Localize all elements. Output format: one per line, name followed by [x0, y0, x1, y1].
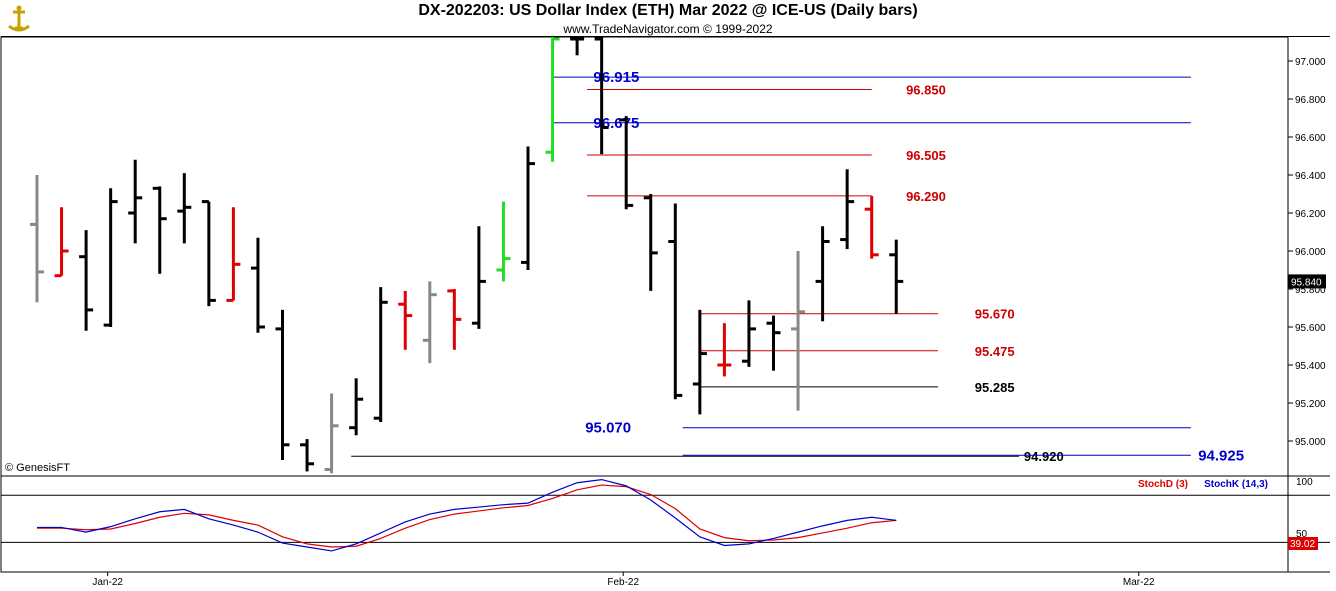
y-tick-label: 96.400 [1295, 171, 1326, 182]
x-tick-label: Feb-22 [607, 577, 639, 588]
ohlc-bar [619, 116, 634, 210]
ohlc-bar [422, 281, 437, 364]
level-label: 94.920 [1024, 449, 1064, 464]
plot-border [0, 36, 1289, 573]
ohlc-bar [864, 195, 879, 259]
ohlc-bar [373, 287, 388, 422]
level-label: 96.915 [593, 69, 639, 86]
ohlc-bar [741, 300, 756, 367]
stoch-legend-item: StochD (3) [1138, 479, 1188, 490]
y-axis: 97.000 96.800 96.600 96.400 96.200 96.000 95.8… [1288, 57, 1326, 448]
stoch-last-box [1288, 537, 1318, 550]
y-tick-label: 96.600 [1295, 133, 1326, 144]
ohlc-bar [30, 175, 44, 303]
ohlc-bar [103, 188, 118, 327]
ohlc-bar [496, 201, 511, 282]
stoch-tick-label: 100 [1296, 477, 1313, 488]
ohlc-bar [201, 200, 216, 307]
chart-frame [0, 36, 1330, 573]
last-price-label: 95.840 [1291, 277, 1322, 288]
level-label: 94.925 [1198, 447, 1244, 464]
y-tick-label: 96.800 [1295, 95, 1326, 106]
level-label: 96.850 [906, 83, 946, 98]
ohlc-bar [570, 37, 585, 56]
ohlc-bar [79, 230, 94, 331]
ohlc-bar [668, 203, 683, 400]
level-label: 96.505 [906, 148, 946, 163]
x-tick-label: Mar-22 [1123, 577, 1155, 588]
ohlc-bar [447, 289, 462, 350]
copyright-notice: www.TradeNavigator.com © 1999-2022 [563, 22, 773, 36]
ohlc-bar [840, 169, 855, 250]
ohlc-bar [398, 290, 413, 350]
y-tick-label: 95.800 [1295, 285, 1326, 296]
ohlc-bar [545, 37, 560, 162]
ohlc-bar [128, 159, 143, 244]
y-tick-label: 95.600 [1295, 323, 1326, 334]
ohlc-bar [766, 315, 781, 371]
x-axis: Jan-22 Feb-22 Mar-22 [92, 572, 1155, 588]
ohlc-bar [177, 173, 192, 244]
stoch-d-line [37, 484, 897, 548]
ohlc-bar [349, 378, 364, 436]
level-label: 95.070 [585, 420, 631, 437]
genesis-watermark: © GenesisFT [5, 462, 70, 474]
level-label: 95.475 [975, 344, 1015, 359]
y-tick-label: 95.200 [1295, 399, 1326, 410]
ohlc-bar [152, 186, 167, 274]
ohlc-bar [250, 237, 265, 333]
stoch-tick-label: 50 [1296, 529, 1308, 540]
ohlc-bar [54, 207, 69, 278]
last-price-box [1288, 274, 1326, 289]
level-label: 96.290 [906, 189, 946, 204]
ohlc-bar [521, 146, 535, 270]
ohlc-bar [643, 194, 658, 291]
y-tick-label: 96.200 [1295, 209, 1326, 220]
ohlc-bar [791, 251, 806, 411]
ohlc-bar [300, 439, 315, 472]
chart-title: DX-202203: US Dollar Index (ETH) Mar 202… [418, 2, 918, 19]
ohlc-bar [226, 207, 241, 302]
level-label: 95.285 [975, 380, 1015, 395]
price-levels: 96.91596.85096.67596.50596.29095.67095.4… [351, 69, 1244, 464]
stoch-legend-item: StochK (14,3) [1204, 479, 1268, 490]
ohlc-bar [324, 393, 339, 474]
ohlc-bar [471, 226, 486, 329]
ohlc-bars [30, 37, 904, 474]
ohlc-bar [717, 323, 732, 377]
stoch-k-line [37, 478, 897, 552]
y-tick-label: 95.000 [1295, 437, 1326, 448]
ohlc-bar [594, 37, 609, 155]
level-label: 95.670 [975, 307, 1015, 322]
y-tick-label: 96.000 [1295, 247, 1326, 258]
ohlc-bar [889, 239, 904, 314]
x-tick-label: Jan-22 [92, 577, 123, 588]
y-tick-label: 95.400 [1295, 361, 1326, 372]
stoch-last-label: 39.02 [1290, 539, 1315, 550]
trade-navigator-logo-icon [8, 5, 30, 32]
y-tick-label: 97.000 [1295, 57, 1326, 68]
ohlc-bar [815, 226, 830, 322]
ohlc-bar [275, 309, 290, 460]
ohlc-bar [692, 309, 707, 415]
